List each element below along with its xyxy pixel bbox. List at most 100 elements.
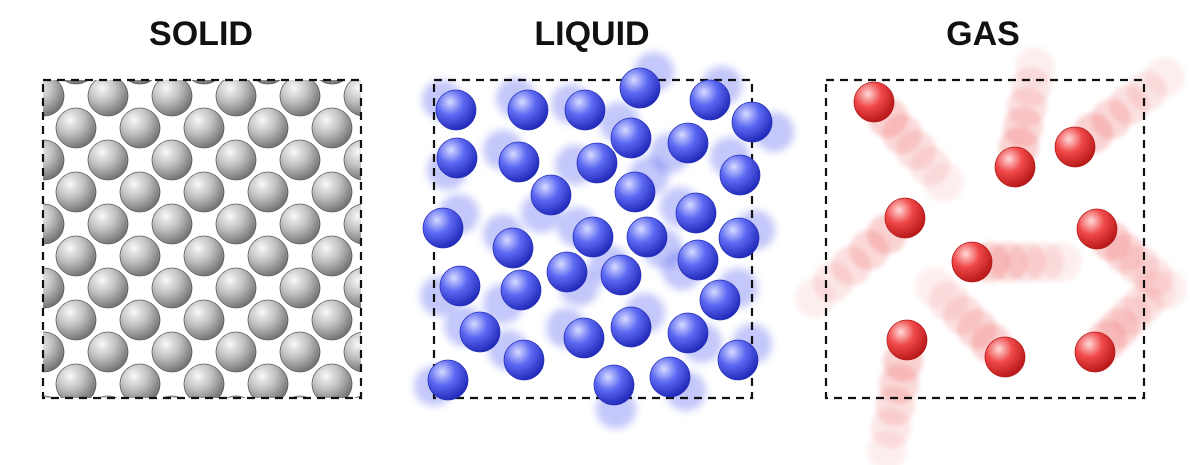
liquid-particle-13 [614, 171, 656, 213]
solid-particle-34 [119, 171, 161, 213]
solid-particle-83 [183, 363, 225, 398]
liquid-particle-26 [459, 311, 501, 353]
solid-particle-69 [311, 299, 353, 341]
solid-particle-64 [0, 300, 32, 340]
gas-particle-1 [994, 146, 1036, 188]
liquid-particle-11 [719, 154, 761, 196]
liquid-particle-8 [576, 142, 618, 184]
liquid-particle-21 [500, 269, 542, 311]
solid-particle-0 [0, 44, 32, 84]
solid-particle-32 [0, 172, 32, 212]
liquid-particle-28 [610, 306, 652, 348]
solid-particle-17 [55, 107, 97, 149]
liquid-particle-15 [492, 227, 534, 269]
liquid-particle-29 [667, 312, 709, 354]
gas-particle-8 [1074, 331, 1116, 373]
solid-particle-19 [183, 107, 225, 149]
solid-particle-33 [55, 171, 97, 213]
liquid-particle-20 [439, 265, 481, 307]
solid-particle-13 [279, 80, 321, 117]
liquid-particle-3 [619, 67, 661, 109]
solid-particle-76 [215, 331, 257, 373]
liquid-particle-30 [503, 339, 545, 381]
solid-container-boundary [41, 78, 363, 400]
solid-particle-48 [0, 236, 32, 276]
gas-particle-7 [984, 336, 1026, 378]
solid-particle-77 [279, 331, 321, 373]
solid-particle-53 [311, 235, 353, 277]
solid-particle-lattice [0, 44, 416, 398]
gas-container-boundary [824, 78, 1146, 400]
liquid-particles [422, 67, 773, 406]
liquid-particle-25 [699, 279, 741, 321]
solid-particle-61 [279, 267, 321, 309]
gas-particle-4 [1076, 208, 1118, 250]
liquid-particle-10 [667, 122, 709, 164]
liquid-particle-32 [593, 364, 635, 406]
solid-particle-68 [247, 299, 289, 341]
solid-particle-84 [247, 363, 289, 398]
liquid-particle-14 [422, 207, 464, 249]
solid-particle-51 [183, 235, 225, 277]
solid-particle-93 [290, 395, 310, 398]
solid-particle-35 [183, 171, 225, 213]
solid-particle-92 [226, 395, 246, 398]
solid-particle-90 [98, 395, 118, 398]
solid-particle-26 [87, 139, 129, 181]
gas-panel-title: GAS [946, 15, 1020, 53]
solid-particle-3 [191, 80, 217, 85]
liquid-particle-24 [677, 239, 719, 281]
solid-particle-14 [343, 80, 361, 117]
solid-particle-75 [151, 331, 193, 373]
solid-particle-10 [87, 80, 129, 117]
liquid-particle-16 [572, 216, 614, 258]
liquid-particle-9 [610, 117, 652, 159]
solid-particle-66 [119, 299, 161, 341]
solid-particle-28 [215, 139, 257, 181]
liquid-particle-18 [675, 192, 717, 234]
liquid-particle-27 [563, 317, 605, 359]
solid-particle-59 [151, 267, 193, 309]
solid-particle-16 [0, 108, 32, 148]
solid-particle-44 [215, 203, 257, 245]
solid-particle-81 [55, 363, 97, 398]
solid-particle-85 [311, 363, 353, 398]
solid-particle-49 [55, 235, 97, 277]
liquid-particle-6 [436, 137, 478, 179]
solid-particle-43 [151, 203, 193, 245]
liquid-panel-title: LIQUID [534, 15, 650, 53]
solid-particle-54 [376, 236, 416, 276]
solid-particle-37 [311, 171, 353, 213]
solid-particle-4 [255, 80, 281, 85]
liquid-particle-5 [731, 101, 773, 143]
liquid-particle-33 [649, 356, 691, 398]
solid-particle-60 [215, 267, 257, 309]
gas-particle-3 [884, 197, 926, 239]
solid-particle-42 [87, 203, 129, 245]
solid-particle-20 [247, 107, 289, 149]
solid-particle-36 [247, 171, 289, 213]
solid-particle-5 [319, 80, 345, 85]
solid-particle-11 [151, 80, 193, 117]
solid-particle-6 [376, 44, 416, 84]
liquid-particle-7 [498, 141, 540, 183]
liquid-particle-22 [546, 251, 588, 293]
liquid-particle-19 [718, 217, 760, 259]
liquid-particle-0 [435, 89, 477, 131]
liquid-particle-23 [600, 254, 642, 296]
gas-particles [853, 81, 1118, 378]
solid-particle-21 [311, 107, 353, 149]
solid-particle-74 [87, 331, 129, 373]
solid-particle-27 [151, 139, 193, 181]
solid-particle-1 [63, 80, 89, 85]
gas-particle-0 [853, 81, 895, 123]
gas-particle-2 [1054, 126, 1096, 168]
solid-particle-46 [343, 203, 361, 245]
solid-particle-91 [162, 395, 182, 398]
solid-particle-22 [376, 108, 416, 148]
solid-particle-38 [376, 172, 416, 212]
solid-particle-30 [343, 139, 361, 181]
liquid-particle-34 [717, 339, 759, 381]
solid-particle-52 [247, 235, 289, 277]
